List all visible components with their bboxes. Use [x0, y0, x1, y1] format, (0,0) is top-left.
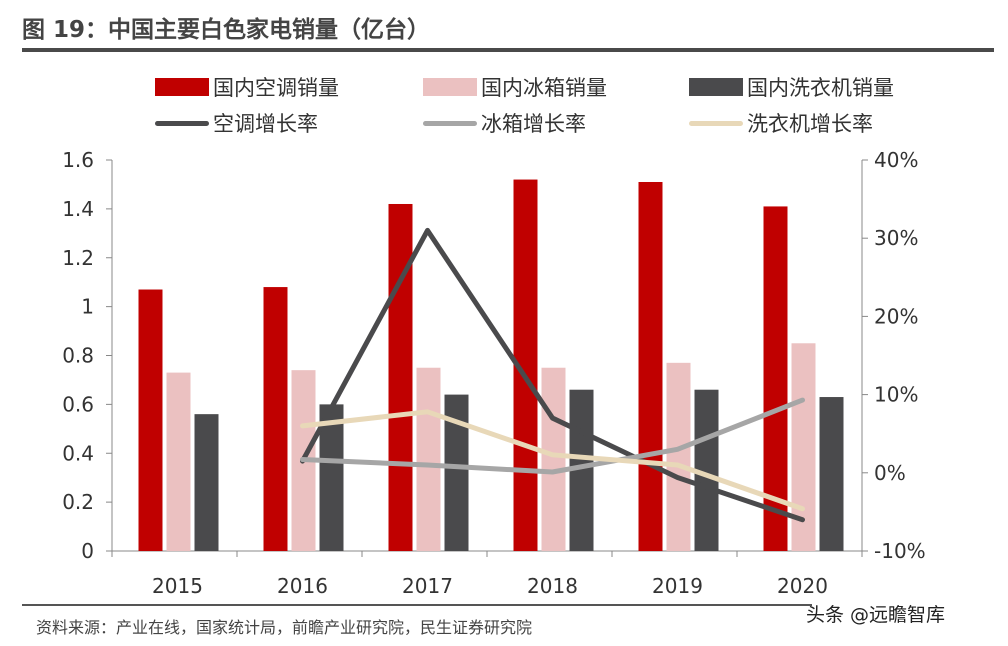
- legend-swatch: [423, 78, 477, 96]
- legend-line: [423, 120, 477, 126]
- legend-swatch: [155, 78, 209, 96]
- left-tick-label: 1.6: [62, 148, 94, 172]
- legend-washer-sales: 国内洗衣机销量: [689, 72, 894, 102]
- left-tick-label: 0.8: [62, 344, 94, 368]
- bar-fridge: [416, 367, 441, 551]
- bar-washer: [194, 414, 219, 551]
- line-fridge-growth: [300, 397, 805, 475]
- legend-label: 洗衣机增长率: [747, 112, 873, 136]
- x-tick-label: 2017: [402, 574, 453, 598]
- legend-label: 冰箱增长率: [481, 112, 586, 136]
- bar-fridge: [541, 367, 566, 551]
- bar-ac: [638, 181, 663, 551]
- legend-ac-growth: 空调增长率: [155, 108, 318, 138]
- left-tick-label: 0: [81, 539, 94, 563]
- watermark: 头条 @远瞻智库: [806, 604, 946, 626]
- right-tick-label: -10%: [874, 539, 926, 563]
- footer-divider: [22, 604, 812, 606]
- right-tick-label: 20%: [874, 304, 918, 328]
- x-tick-label: 2016: [277, 574, 328, 598]
- figure-title: 图 19：中国主要白色家电销量（亿台）: [22, 17, 431, 43]
- legend-fridge-growth: 冰箱增长率: [423, 108, 586, 138]
- source-note: 资料来源：产业在线，国家统计局，前瞻产业研究院，民生证券研究院: [36, 618, 533, 637]
- legend-label: 国内冰箱销量: [481, 76, 607, 100]
- legend-fridge-sales: 国内冰箱销量: [423, 72, 607, 102]
- x-tick-label: 2015: [152, 574, 203, 598]
- right-tick-label: 0%: [874, 461, 906, 485]
- bar-ac: [263, 287, 288, 551]
- bar-ac: [763, 206, 788, 551]
- bar-washer: [819, 397, 844, 551]
- bar-ac: [138, 289, 163, 551]
- legend-label: 空调增长率: [213, 112, 318, 136]
- left-tick-label: 0.6: [62, 392, 94, 416]
- x-tick-label: 2019: [652, 574, 703, 598]
- left-tick-label: 0.2: [62, 490, 94, 514]
- right-tick-label: 10%: [874, 383, 918, 407]
- bar-fridge: [666, 362, 691, 551]
- bar-washer: [319, 404, 344, 551]
- left-tick-label: 1: [81, 295, 94, 319]
- right-tick-label: 30%: [874, 226, 918, 250]
- legend-label: 国内空调销量: [213, 76, 339, 100]
- line-washer-growth: [300, 409, 805, 512]
- line-ac-growth: [300, 227, 805, 523]
- right-tick-label: 40%: [874, 148, 918, 172]
- x-tick-label: 2018: [527, 574, 578, 598]
- legend-line: [689, 120, 743, 126]
- bar-ac: [388, 203, 413, 552]
- legend-washer-growth: 洗衣机增长率: [689, 108, 873, 138]
- x-tick-label: 2020: [777, 574, 828, 598]
- title-divider: [22, 48, 994, 52]
- legend-line: [155, 120, 209, 126]
- left-tick-label: 1.4: [62, 197, 94, 221]
- left-tick-label: 1.2: [62, 246, 94, 270]
- legend-swatch: [689, 78, 743, 96]
- legend-label: 国内洗衣机销量: [747, 76, 894, 100]
- left-tick-label: 0.4: [62, 441, 94, 465]
- bar-fridge: [166, 372, 191, 551]
- legend-ac-sales: 国内空调销量: [155, 72, 339, 102]
